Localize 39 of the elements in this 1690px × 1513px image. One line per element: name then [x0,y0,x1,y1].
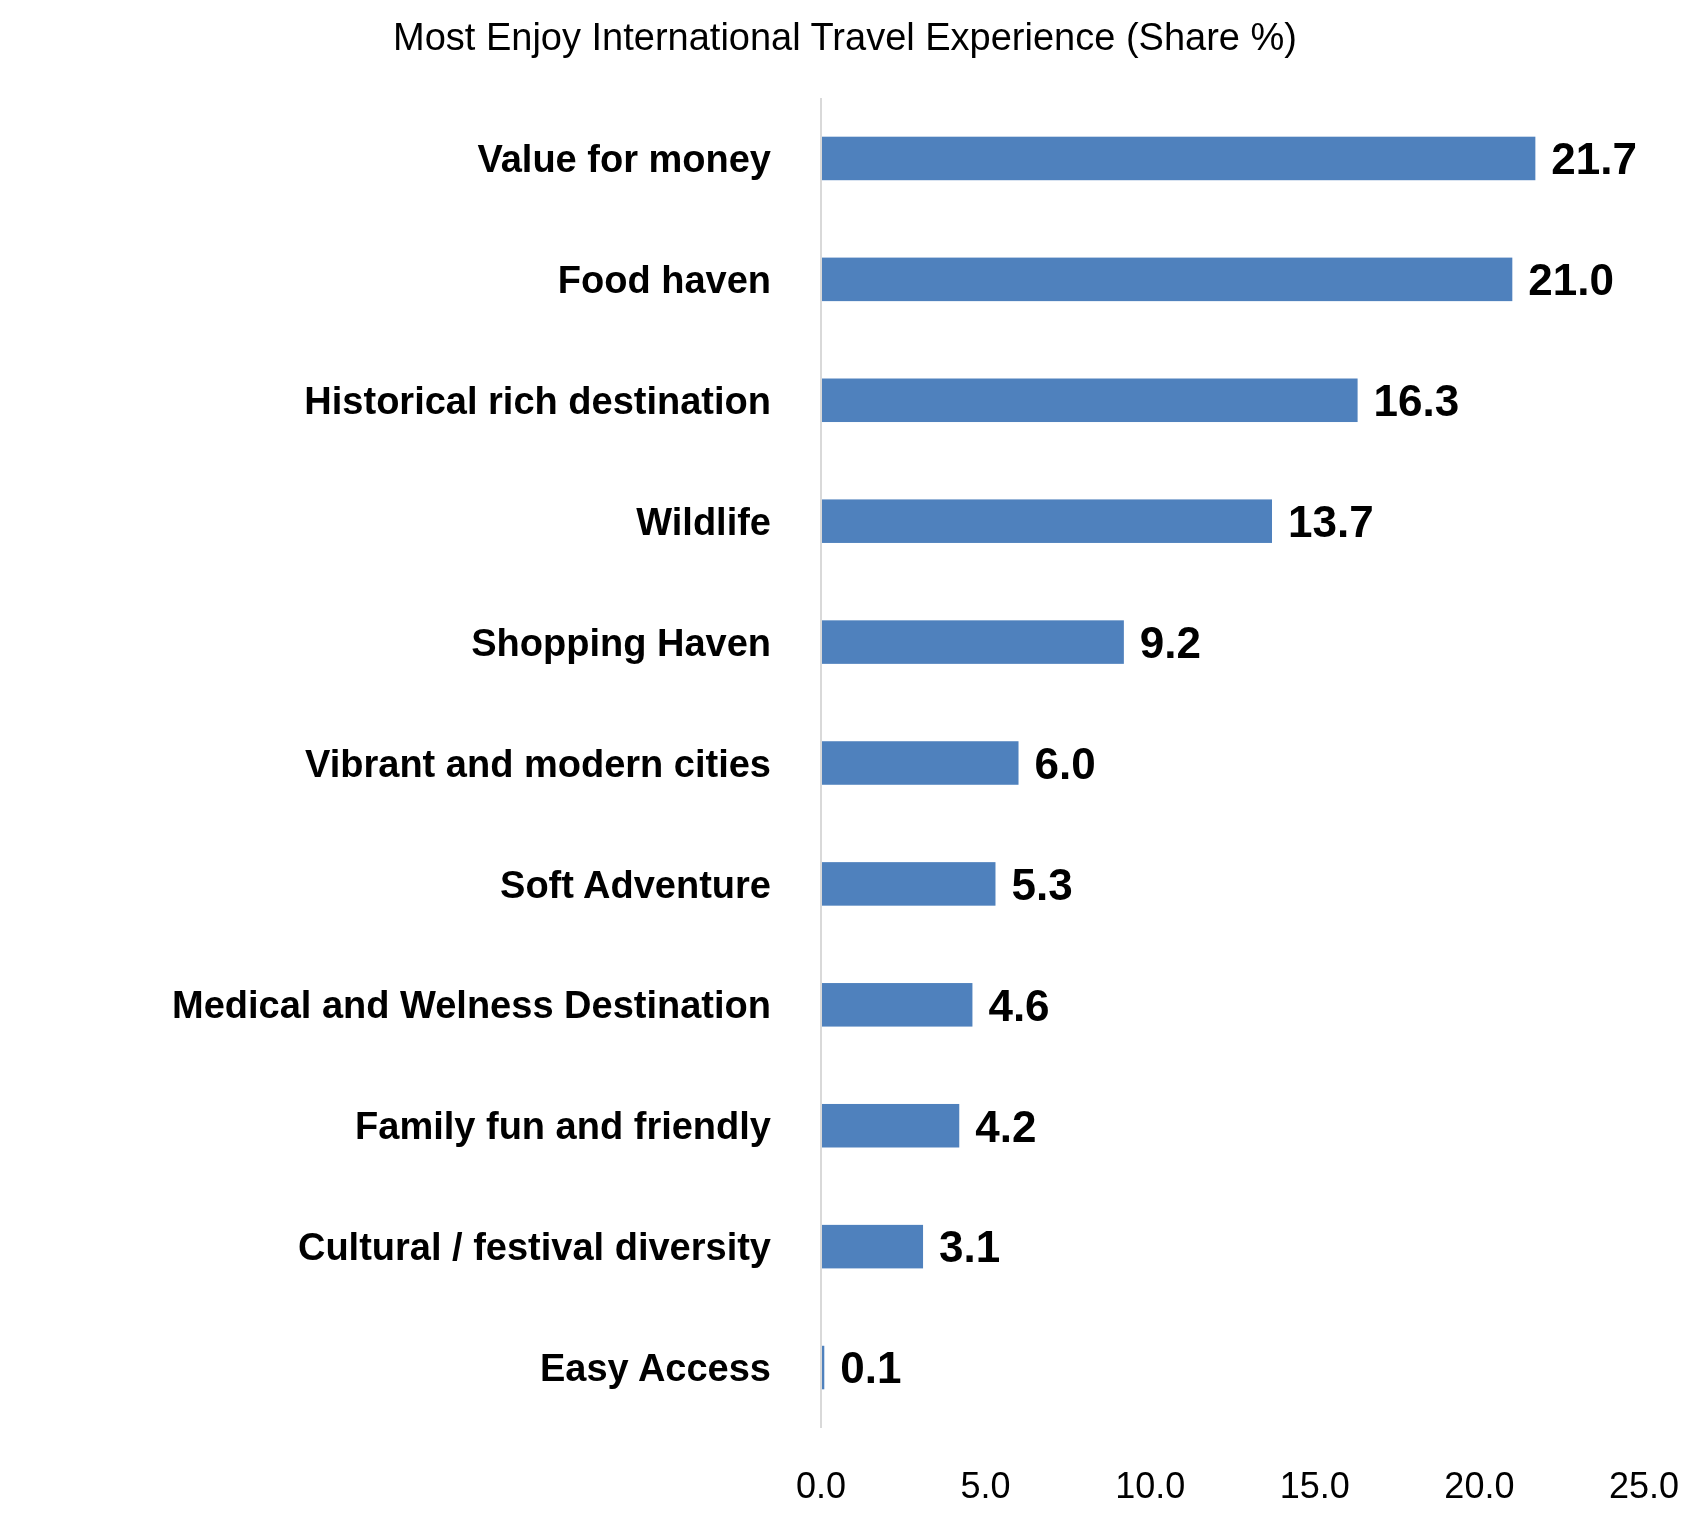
y-tick-label: Vibrant and modern cities [305,742,771,785]
x-tick-label: 25.0 [1608,1465,1680,1506]
bar [821,620,1124,664]
bar [821,862,996,906]
data-label: 16.3 [1373,376,1460,426]
bar [821,741,1019,785]
bar [821,257,1513,302]
data-label: 6.0 [1034,738,1096,788]
data-label: 4.2 [975,1101,1037,1151]
bar [821,136,1536,181]
x-tick-label: 15.0 [1279,1465,1350,1506]
data-label: 21.7 [1551,134,1637,184]
x-tick-label: 20.0 [1444,1465,1515,1506]
x-tick-label: 0.0 [795,1465,847,1506]
data-label: 5.3 [1011,859,1073,909]
data-label: 21.0 [1528,255,1614,305]
y-tick-label: Medical and Welness Destination [171,984,771,1027]
bar [821,378,1358,423]
y-tick-label: Cultural / festival diversity [297,1226,771,1269]
bar [821,1103,960,1148]
y-tick-label: Value for money [477,138,771,181]
data-label: 9.2 [1139,617,1202,667]
bar [821,983,973,1027]
chart-title: Most Enjoy International Travel Experience (Share %) [393,16,1297,58]
y-tick-label: Shopping Haven [471,621,771,664]
data-label: 4.6 [988,980,1050,1030]
data-label: 13.7 [1288,497,1374,547]
data-label: 3.1 [939,1222,1001,1272]
y-tick-label: Easy Access [539,1347,771,1390]
data-label: 0.1 [840,1343,902,1393]
y-tick-label: Family fun and friendly [355,1105,771,1148]
bar [821,499,1272,543]
y-tick-label: Wildlife [636,500,771,543]
bar [821,1224,924,1269]
y-tick-label: Soft Adventure [500,863,771,906]
y-tick-label: Food haven [557,259,771,302]
x-tick-label: 10.0 [1115,1465,1186,1506]
x-tick-label: 5.0 [960,1465,1011,1506]
y-tick-label: Historical rich destination [304,379,771,422]
